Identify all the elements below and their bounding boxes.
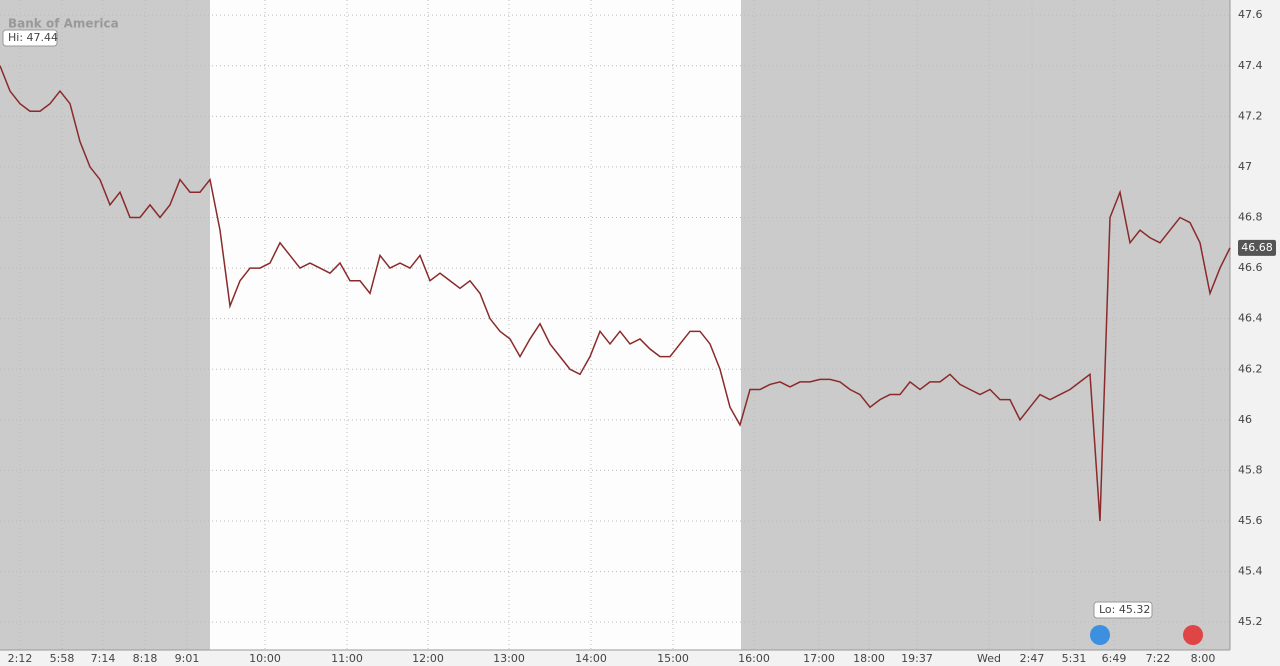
y-tick-label: 45.6: [1238, 514, 1263, 527]
y-tick-label: 46.4: [1238, 312, 1263, 325]
grid: [0, 0, 1230, 650]
last-price-label: 46.68: [1241, 241, 1273, 254]
x-tick-label: 15:00: [657, 652, 689, 665]
y-tick-label: 46.6: [1238, 261, 1263, 274]
x-tick-label: 7:14: [91, 652, 116, 665]
x-tick-label: 18:00: [853, 652, 885, 665]
y-tick-label: 46: [1238, 413, 1252, 426]
y-tick-label: 46.8: [1238, 211, 1263, 224]
y-tick-label: 46.2: [1238, 362, 1263, 375]
x-tick-label: 5:31: [1062, 652, 1087, 665]
y-tick-label: 45.4: [1238, 565, 1263, 578]
y-tick-label: 45.8: [1238, 463, 1263, 476]
y-tick-label: 47.4: [1238, 59, 1263, 72]
hi-label: Hi: 47.44: [8, 31, 58, 44]
x-tick-label: 7:22: [1146, 652, 1171, 665]
y-tick-label: 47.2: [1238, 109, 1263, 122]
x-tick-label: 5:58: [50, 652, 75, 665]
x-tick-label: 8:00: [1191, 652, 1216, 665]
last-price-box: [1238, 239, 1276, 256]
x-tick-label: Wed: [977, 652, 1001, 665]
lo-box: [1093, 601, 1153, 619]
regular-session: [210, 0, 741, 650]
y-tick-label: 47: [1238, 160, 1252, 173]
event-icon[interactable]: [1183, 625, 1203, 645]
x-tick-label: 6:49: [1102, 652, 1127, 665]
x-tick-label: 2:12: [8, 652, 33, 665]
hi-box: [2, 29, 58, 47]
plot: [0, 65, 1231, 522]
price-line: [0, 65, 1231, 522]
x-tick-label: 8:18: [133, 652, 158, 665]
logo: Bank of America: [8, 17, 119, 31]
y-tick-label: 47.6: [1238, 8, 1263, 21]
x-tick-label: 2:47: [1020, 652, 1045, 665]
x-tick-label: 9:01: [175, 652, 200, 665]
event-icon[interactable]: [1090, 625, 1110, 645]
x-tick-label: 10:00: [249, 652, 281, 665]
x-tick-label: 16:00: [738, 652, 770, 665]
x-tick-label: 19:37: [901, 652, 933, 665]
x-tick-label: 14:00: [575, 652, 607, 665]
x-tick-label: 12:00: [412, 652, 444, 665]
x-tick-label: 11:00: [331, 652, 363, 665]
y-tick-label: 45.2: [1238, 615, 1263, 628]
premarket-shade: [0, 0, 210, 650]
lo-label: Lo: 45.32: [1099, 603, 1150, 616]
x-tick-label: 17:00: [803, 652, 835, 665]
afterhours-shade: [741, 0, 1230, 650]
x-tick-label: 13:00: [493, 652, 525, 665]
